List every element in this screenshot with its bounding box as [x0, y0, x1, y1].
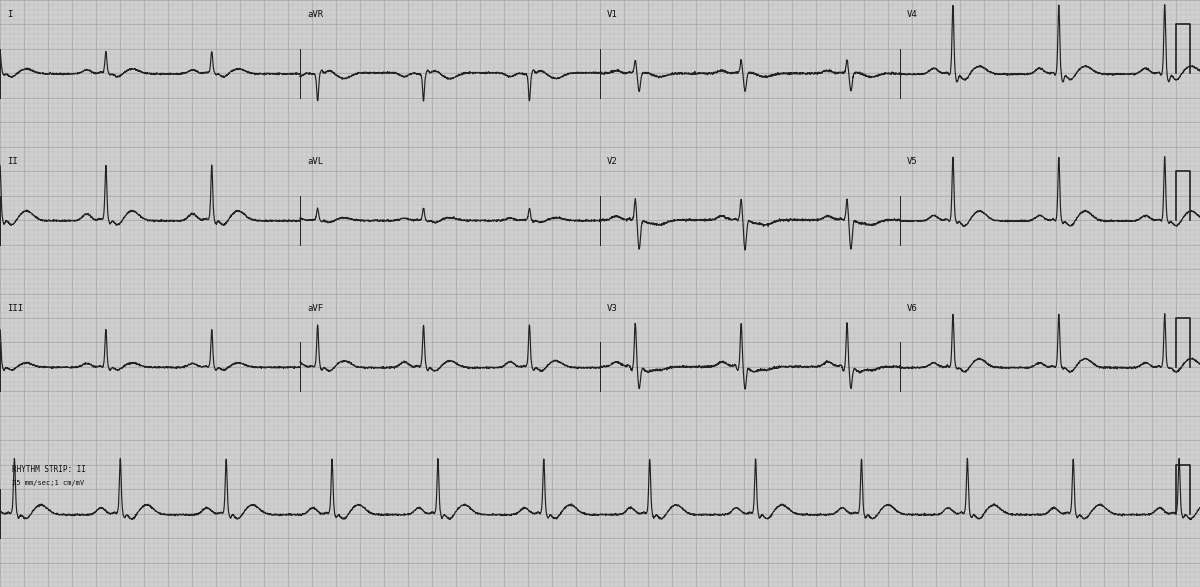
Text: III: III — [7, 303, 23, 313]
Text: V3: V3 — [607, 303, 618, 313]
Text: aVF: aVF — [307, 303, 323, 313]
Text: V1: V1 — [607, 10, 618, 19]
Text: V2: V2 — [607, 157, 618, 166]
Text: 25 mm/sec;1 cm/mV: 25 mm/sec;1 cm/mV — [12, 480, 84, 486]
Text: V6: V6 — [907, 303, 918, 313]
Text: I: I — [7, 10, 12, 19]
Text: aVL: aVL — [307, 157, 323, 166]
Text: RHYTHM STRIP: II: RHYTHM STRIP: II — [12, 465, 86, 474]
Text: V4: V4 — [907, 10, 918, 19]
Text: V5: V5 — [907, 157, 918, 166]
Text: II: II — [7, 157, 18, 166]
Text: aVR: aVR — [307, 10, 323, 19]
